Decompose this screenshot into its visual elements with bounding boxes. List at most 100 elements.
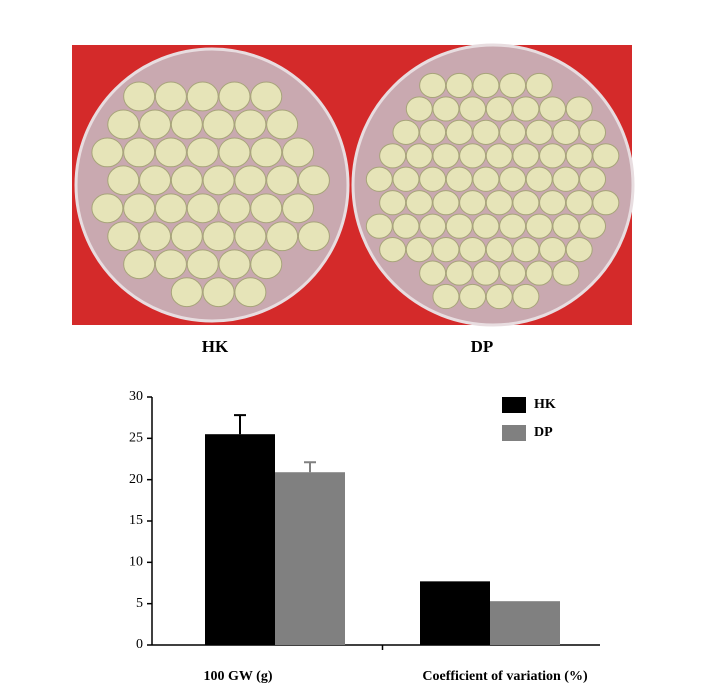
bean — [445, 260, 473, 286]
bean — [419, 260, 447, 286]
bean — [579, 213, 607, 239]
bean — [91, 137, 124, 168]
bean — [379, 190, 407, 216]
bean — [485, 143, 513, 169]
bean — [539, 143, 567, 169]
bean — [419, 119, 447, 145]
bean — [91, 193, 124, 224]
bean — [565, 190, 593, 216]
bean — [250, 81, 283, 112]
bean — [445, 213, 473, 239]
bean — [282, 193, 315, 224]
bean — [202, 277, 235, 308]
bean — [459, 190, 487, 216]
bean — [266, 221, 299, 252]
bean — [499, 119, 527, 145]
bean — [107, 109, 140, 140]
bar — [420, 581, 490, 645]
bean — [218, 193, 251, 224]
bean — [459, 96, 487, 122]
bean — [365, 213, 393, 239]
bean — [512, 190, 540, 216]
bean — [234, 165, 267, 196]
bean — [379, 237, 407, 263]
bean — [592, 143, 620, 169]
bean — [392, 213, 420, 239]
bean — [485, 96, 513, 122]
bean — [579, 119, 607, 145]
bean — [565, 237, 593, 263]
error-bar — [234, 414, 246, 435]
bean — [107, 165, 140, 196]
bean — [297, 221, 330, 252]
bean — [202, 109, 235, 140]
bean — [432, 190, 460, 216]
bean — [445, 119, 473, 145]
bean — [218, 249, 251, 280]
bean — [123, 137, 156, 168]
bean — [472, 213, 500, 239]
y-tick-label: 30 — [129, 389, 143, 404]
bean — [432, 143, 460, 169]
bean — [472, 119, 500, 145]
bean — [170, 277, 203, 308]
bean — [485, 190, 513, 216]
bean — [499, 260, 527, 286]
bean — [250, 249, 283, 280]
bean — [218, 137, 251, 168]
bar — [275, 472, 345, 645]
bean — [592, 190, 620, 216]
bean — [107, 221, 140, 252]
bean — [218, 81, 251, 112]
bean — [472, 166, 500, 192]
bean — [525, 119, 553, 145]
bean — [379, 143, 407, 169]
bean — [392, 166, 420, 192]
bean — [525, 166, 553, 192]
y-tick-label: 25 — [129, 431, 143, 446]
y-tick-label: 5 — [136, 596, 143, 611]
bean — [565, 96, 593, 122]
legend-swatch — [502, 397, 526, 413]
bean — [499, 166, 527, 192]
bean — [170, 109, 203, 140]
bean — [432, 96, 460, 122]
bean — [405, 190, 433, 216]
bean — [512, 96, 540, 122]
bean — [525, 72, 553, 99]
bean — [552, 213, 580, 239]
bean — [139, 165, 172, 196]
bean — [459, 143, 487, 169]
bean — [365, 166, 393, 192]
bean — [539, 190, 567, 216]
bean — [499, 213, 527, 239]
bean — [186, 137, 219, 168]
bean — [552, 166, 580, 192]
bar — [205, 434, 275, 645]
legend-label: DP — [534, 425, 553, 440]
bean — [512, 143, 540, 169]
bean — [170, 165, 203, 196]
bean — [405, 96, 433, 122]
bean — [485, 237, 513, 263]
bean — [419, 166, 447, 192]
legend-label: HK — [534, 397, 556, 412]
bean — [499, 72, 527, 99]
x-tick-label: Coefficient of variation (%) — [422, 669, 588, 684]
bean — [154, 193, 187, 224]
bean — [472, 72, 500, 99]
bean — [512, 237, 540, 263]
bean — [525, 213, 553, 239]
bar — [490, 601, 560, 645]
y-tick-label: 10 — [129, 555, 143, 570]
error-bar — [304, 461, 316, 473]
photo-label: DP — [471, 337, 494, 356]
bean — [202, 165, 235, 196]
bean — [565, 143, 593, 169]
bean — [525, 260, 553, 286]
bean — [445, 166, 473, 192]
y-tick-label: 15 — [129, 513, 143, 528]
bean — [266, 165, 299, 196]
bean — [579, 166, 607, 192]
